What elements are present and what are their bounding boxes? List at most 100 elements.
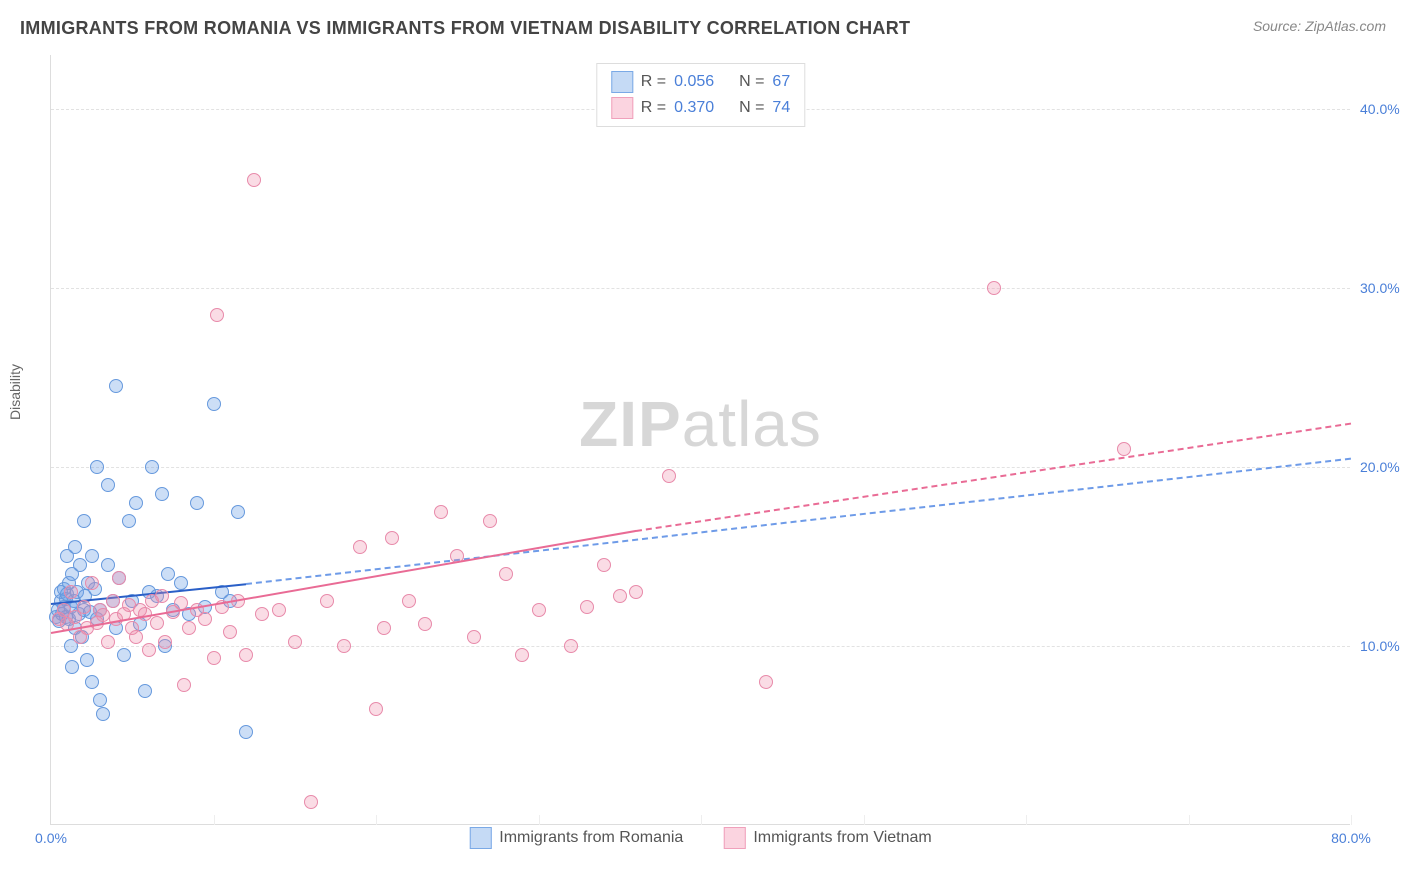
scatter-point — [182, 621, 196, 635]
scatter-point — [1117, 442, 1131, 456]
y-tick-label: 40.0% — [1360, 101, 1406, 117]
correlation-legend: R = 0.056 N = 67 R = 0.370 N = 74 — [596, 63, 805, 127]
scatter-point — [64, 585, 78, 599]
n-value-vietnam: 74 — [772, 99, 790, 117]
swatch-romania — [469, 827, 491, 849]
scatter-point — [597, 558, 611, 572]
scatter-point — [304, 795, 318, 809]
scatter-point — [239, 648, 253, 662]
scatter-point — [101, 635, 115, 649]
scatter-point — [385, 531, 399, 545]
scatter-point — [93, 693, 107, 707]
scatter-point — [68, 540, 82, 554]
scatter-point — [377, 621, 391, 635]
scatter-point — [223, 625, 237, 639]
scatter-point — [402, 594, 416, 608]
scatter-point — [77, 514, 91, 528]
scatter-point — [106, 594, 120, 608]
series-legend: Immigrants from Romania Immigrants from … — [469, 827, 931, 849]
scatter-point — [101, 478, 115, 492]
scatter-point — [138, 684, 152, 698]
scatter-point — [177, 678, 191, 692]
scatter-point — [129, 496, 143, 510]
scatter-point — [255, 607, 269, 621]
scatter-point — [161, 567, 175, 581]
chart-container: Disability ZIPatlas R = 0.056 N = 67 R =… — [50, 55, 1380, 825]
scatter-point — [987, 281, 1001, 295]
scatter-point — [96, 608, 110, 622]
scatter-point — [353, 540, 367, 554]
scatter-point — [210, 308, 224, 322]
gridline-v — [376, 815, 377, 825]
scatter-point — [142, 643, 156, 657]
trend-line — [51, 530, 636, 634]
scatter-point — [155, 589, 169, 603]
scatter-point — [580, 600, 594, 614]
swatch-romania — [611, 71, 633, 93]
scatter-point — [629, 585, 643, 599]
scatter-point — [499, 567, 513, 581]
chart-title: IMMIGRANTS FROM ROMANIA VS IMMIGRANTS FR… — [20, 18, 910, 39]
header: IMMIGRANTS FROM ROMANIA VS IMMIGRANTS FR… — [20, 18, 1386, 39]
gridline-v — [539, 815, 540, 825]
gridline-h — [51, 646, 1350, 647]
scatter-point — [198, 612, 212, 626]
gridline-h — [51, 288, 1350, 289]
n-value-romania: 67 — [772, 73, 790, 91]
scatter-point — [515, 648, 529, 662]
y-tick-label: 30.0% — [1360, 280, 1406, 296]
scatter-point — [80, 653, 94, 667]
y-tick-label: 20.0% — [1360, 459, 1406, 475]
scatter-point — [96, 707, 110, 721]
gridline-v — [864, 815, 865, 825]
scatter-point — [247, 173, 261, 187]
scatter-point — [467, 630, 481, 644]
scatter-point — [117, 648, 131, 662]
legend-item-romania: Immigrants from Romania — [469, 827, 683, 849]
scatter-point — [85, 675, 99, 689]
scatter-point — [288, 635, 302, 649]
scatter-point — [434, 505, 448, 519]
scatter-point — [337, 639, 351, 653]
gridline-v — [1351, 815, 1352, 825]
swatch-vietnam — [611, 97, 633, 119]
scatter-point — [150, 616, 164, 630]
y-tick-label: 10.0% — [1360, 638, 1406, 654]
scatter-point — [77, 600, 91, 614]
scatter-point — [145, 460, 159, 474]
source-attribution: Source: ZipAtlas.com — [1253, 18, 1386, 34]
scatter-point — [90, 460, 104, 474]
scatter-point — [231, 505, 245, 519]
gridline-v — [214, 815, 215, 825]
scatter-point — [532, 603, 546, 617]
x-tick-label: 0.0% — [35, 830, 67, 846]
scatter-point — [109, 379, 123, 393]
scatter-point — [613, 589, 627, 603]
legend-row-romania: R = 0.056 N = 67 — [611, 69, 790, 95]
scatter-point — [129, 630, 143, 644]
legend-row-vietnam: R = 0.370 N = 74 — [611, 95, 790, 121]
scatter-point — [320, 594, 334, 608]
scatter-point — [122, 514, 136, 528]
scatter-point — [101, 558, 115, 572]
scatter-point — [174, 576, 188, 590]
trend-line — [246, 458, 1351, 585]
y-axis-title: Disability — [7, 364, 23, 420]
plot-area: ZIPatlas R = 0.056 N = 67 R = 0.370 N = … — [50, 55, 1350, 825]
scatter-point — [418, 617, 432, 631]
scatter-point — [112, 571, 126, 585]
scatter-point — [85, 576, 99, 590]
gridline-v — [701, 815, 702, 825]
watermark: ZIPatlas — [579, 387, 822, 461]
legend-item-vietnam: Immigrants from Vietnam — [723, 827, 931, 849]
scatter-point — [483, 514, 497, 528]
scatter-point — [158, 635, 172, 649]
gridline-v — [1026, 815, 1027, 825]
x-tick-label: 80.0% — [1331, 830, 1371, 846]
trend-line — [636, 422, 1351, 531]
scatter-point — [155, 487, 169, 501]
scatter-point — [85, 549, 99, 563]
scatter-point — [369, 702, 383, 716]
scatter-point — [759, 675, 773, 689]
swatch-vietnam — [723, 827, 745, 849]
